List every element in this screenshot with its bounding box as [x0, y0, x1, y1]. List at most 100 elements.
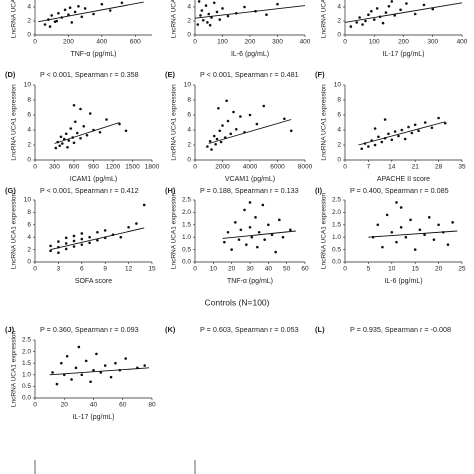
point [57, 240, 60, 243]
y-tick-label: 2 [187, 18, 191, 25]
point [432, 238, 436, 241]
stat-annotation: P < 0.001, Spearman r = 0.358 [40, 70, 139, 79]
point [218, 18, 222, 21]
x-tick-label: 600 [69, 164, 80, 171]
y-tick-label: 0 [187, 32, 191, 39]
point [64, 242, 68, 245]
point [77, 5, 80, 8]
point [68, 6, 72, 9]
y-tick-label: 0 [27, 157, 31, 164]
point [377, 135, 380, 139]
y-axis-title: LncRNA UCA1 expression [321, 0, 328, 38]
x-tick-label: 12 [125, 266, 133, 273]
point [54, 146, 58, 150]
x-tick-label: 8000 [298, 164, 313, 171]
point [51, 371, 54, 374]
x-tick-label: 10 [388, 266, 396, 273]
point [70, 21, 74, 24]
point [127, 225, 130, 229]
point [387, 5, 391, 8]
point [397, 134, 400, 138]
point [256, 245, 259, 249]
point [82, 124, 86, 128]
stat-annotation: P = 0.360, Spearman r = 0.093 [40, 325, 139, 334]
point [215, 10, 219, 14]
x-tick-label: 21 [412, 164, 420, 171]
y-tick-label: 0.5 [332, 246, 341, 253]
stat-annotation: P = 0.188, Spearman r = 0.133 [200, 186, 299, 195]
y-tick-label: 2.0 [22, 348, 31, 355]
x-tick-label: 0 [193, 39, 197, 46]
point [98, 130, 102, 134]
x-tick-label: 20 [435, 266, 443, 273]
stat-annotation: P < 0.001, Spearman r = 0.412 [40, 186, 139, 195]
x-axis-title: VCAM1 (pg/mL) [225, 176, 275, 183]
point [237, 238, 241, 241]
point [239, 228, 243, 232]
point [399, 8, 402, 12]
x-tick-label: 1200 [106, 164, 121, 171]
x-tick-label: 900 [88, 164, 99, 171]
point [234, 221, 237, 224]
point [409, 218, 412, 222]
x-tick-label: 60 [119, 402, 127, 409]
point [373, 127, 377, 130]
point [367, 145, 370, 148]
y-tick-label: 0.5 [22, 383, 31, 390]
point [109, 375, 113, 379]
point [372, 18, 376, 21]
point [61, 142, 64, 145]
y-tick-label: 0.0 [182, 259, 191, 266]
point [64, 236, 68, 240]
point [248, 225, 252, 229]
point [135, 222, 138, 225]
point [219, 140, 223, 144]
point [72, 245, 76, 248]
point [248, 201, 252, 204]
point [79, 136, 82, 140]
y-tick-label: 8 [187, 97, 191, 104]
x-tick-label: 0 [343, 39, 347, 46]
point [221, 7, 224, 10]
point [57, 251, 60, 254]
point [77, 345, 81, 349]
y-tick-label: 0 [337, 157, 341, 164]
y-tick-label: 1.5 [332, 222, 341, 229]
panel-label: (E) [165, 70, 176, 79]
y-tick-label: 2.5 [332, 197, 341, 204]
x-tick-label: 0 [33, 402, 37, 409]
point [393, 130, 397, 133]
point [96, 230, 99, 234]
x-tick-label: 0 [33, 266, 37, 273]
x-tick-label: 400 [300, 39, 311, 46]
y-tick-label: 10 [24, 197, 32, 204]
point [120, 1, 124, 5]
point [376, 223, 380, 227]
x-tick-label: 35 [458, 164, 466, 171]
point [289, 228, 292, 232]
point [67, 139, 71, 142]
point [423, 233, 426, 237]
point [281, 235, 285, 239]
y-tick-label: 1.0 [332, 234, 341, 241]
point [413, 123, 417, 127]
point [384, 11, 388, 14]
point [395, 201, 398, 204]
y-tick-label: 0 [27, 259, 31, 266]
y-tick-label: 4 [27, 127, 31, 134]
point [74, 366, 78, 370]
point [83, 7, 87, 10]
point [124, 357, 127, 360]
point [257, 230, 261, 234]
x-axis-title: IL-17 (pg/mL) [72, 414, 114, 421]
point [80, 237, 84, 241]
point [381, 245, 384, 249]
point [96, 239, 99, 242]
y-tick-label: 4 [27, 234, 31, 241]
fit-line [344, 2, 463, 23]
point [218, 129, 222, 133]
y-axis-title: LncRNA UCA1 expression [11, 331, 18, 408]
x-tick-label: 4000 [243, 164, 258, 171]
point [70, 378, 73, 381]
